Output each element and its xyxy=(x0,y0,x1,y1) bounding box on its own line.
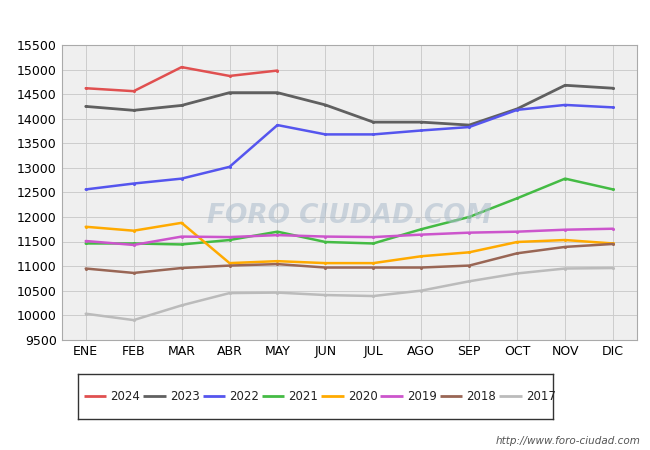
Text: 2017: 2017 xyxy=(526,390,556,402)
Text: 2022: 2022 xyxy=(229,390,259,402)
Text: Afiliados en Agüimes a 31/5/2024: Afiliados en Agüimes a 31/5/2024 xyxy=(157,12,493,31)
Text: 2021: 2021 xyxy=(289,390,318,402)
Text: FORO CIUDAD.COM: FORO CIUDAD.COM xyxy=(207,203,492,229)
Text: 2024: 2024 xyxy=(111,390,140,402)
Text: 2018: 2018 xyxy=(467,390,496,402)
Text: http://www.foro-ciudad.com: http://www.foro-ciudad.com xyxy=(495,436,640,446)
Text: 2019: 2019 xyxy=(407,390,437,402)
Text: 2020: 2020 xyxy=(348,390,378,402)
Text: 2023: 2023 xyxy=(170,390,200,402)
